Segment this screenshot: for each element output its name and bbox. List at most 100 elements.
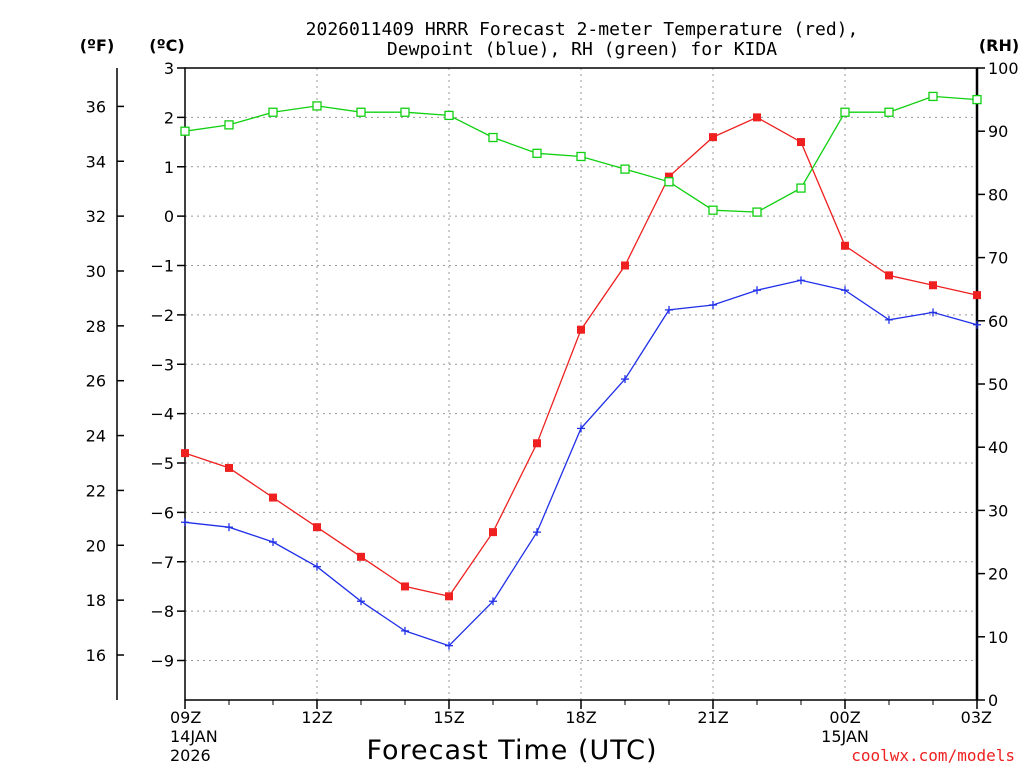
data-point (664, 177, 674, 187)
data-point (797, 138, 805, 147)
data-point (533, 528, 541, 537)
x-tick-date-label: 15JAN (821, 727, 869, 746)
data-point (269, 493, 277, 502)
data-point (709, 301, 717, 309)
celsius-tick-label: 3 (164, 59, 174, 78)
rh-tick-label: 70 (988, 249, 1008, 268)
data-point (665, 305, 673, 314)
data-point (753, 113, 761, 122)
data-point (885, 315, 893, 324)
fahrenheit-tick-label: 20 (86, 536, 106, 555)
data-point (577, 424, 585, 433)
celsius-tick-label: −8 (150, 602, 174, 621)
data-point (840, 107, 850, 117)
series-relative-humidity (180, 91, 982, 217)
data-point (400, 107, 410, 117)
data-point (753, 286, 761, 295)
x-axis-title: Forecast Time (UTC) (366, 735, 657, 766)
data-point (356, 107, 366, 117)
series-temperature (181, 113, 981, 601)
data-point (973, 320, 981, 329)
data-point (489, 597, 497, 606)
rh-tick-label: 90 (988, 122, 1008, 141)
data-point (841, 286, 849, 295)
fahrenheit-tick-label: 24 (86, 427, 106, 446)
rh-tick-label: 30 (988, 501, 1008, 520)
fahrenheit-tick-label: 36 (86, 97, 106, 116)
data-point (268, 107, 278, 117)
data-point (665, 172, 673, 181)
data-point (972, 94, 982, 105)
chart-title-line1: 2026011409 HRRR Forecast 2-meter Tempera… (306, 19, 859, 40)
celsius-tick-label: −9 (150, 652, 174, 671)
data-point (621, 375, 629, 384)
data-point (929, 281, 937, 290)
data-point (752, 207, 762, 217)
data-point (532, 148, 542, 158)
rh-tick-label: 20 (988, 565, 1008, 584)
x-tick-label: 18Z (565, 708, 596, 727)
data-point (269, 538, 277, 546)
fahrenheit-tick-label: 32 (86, 207, 106, 226)
celsius-tick-label: 1 (164, 158, 174, 177)
data-point (357, 552, 365, 561)
data-point (928, 91, 938, 102)
data-point (401, 582, 409, 591)
celsius-tick-label: −5 (150, 454, 174, 473)
grid-lines (185, 68, 977, 700)
fahrenheit-tick-label: 22 (86, 481, 106, 500)
x-tick-year-label: 2026 (170, 746, 211, 765)
celsius-tick-label: 2 (164, 108, 174, 127)
rh-tick-label: 60 (988, 312, 1008, 331)
axes (116, 67, 979, 701)
data-point (445, 592, 453, 601)
data-point (709, 133, 717, 142)
data-point (445, 641, 453, 650)
celsius-tick-label: −2 (150, 306, 174, 325)
series-dewpoint (181, 276, 981, 650)
x-tick-label: 03Z (961, 708, 992, 727)
plot-frame (184, 67, 978, 701)
data-point (841, 241, 849, 250)
x-tick-label: 15Z (433, 708, 464, 727)
data-point (885, 271, 893, 280)
fahrenheit-unit-label: (ºF) (80, 36, 115, 55)
data-point (401, 626, 409, 635)
celsius-tick-label: −6 (150, 503, 174, 522)
data-point (357, 597, 365, 606)
data-point (312, 101, 322, 111)
fahrenheit-tick-label: 26 (86, 372, 106, 391)
data-point (576, 151, 586, 162)
data-point (533, 439, 541, 448)
data-point (224, 120, 234, 130)
tick-labels: 3210−1−2−3−4−5−6−7−8−9363432302826242220… (86, 59, 1019, 765)
rh-tick-label: 50 (988, 375, 1008, 394)
data-point (708, 205, 718, 215)
rh-tick-label: 40 (988, 438, 1008, 457)
fahrenheit-tick-label: 34 (86, 152, 106, 171)
data-point (181, 449, 189, 458)
data-point (929, 308, 937, 317)
x-tick-date-label: 14JAN (170, 727, 218, 746)
data-point (797, 276, 805, 285)
rh-tick-label: 10 (988, 628, 1008, 647)
source-credit: coolwx.com/models (851, 746, 1015, 765)
data-point (489, 528, 497, 537)
data-point (620, 164, 630, 174)
celsius-tick-label: −1 (150, 257, 174, 276)
chart-title-line2: Dewpoint (blue), RH (green) for KIDA (387, 39, 777, 60)
celsius-tick-label: −3 (150, 355, 174, 374)
data-point (225, 523, 233, 532)
fahrenheit-tick-label: 16 (86, 646, 106, 665)
rh-tick-label: 0 (988, 691, 998, 710)
data-point (884, 107, 894, 117)
data-point (577, 325, 585, 334)
data-point (796, 183, 806, 193)
celsius-unit-label: (ºC) (149, 36, 184, 55)
celsius-tick-label: −7 (150, 553, 174, 572)
rh-unit-label: (RH) (979, 36, 1019, 55)
rh-tick-label: 100 (988, 59, 1019, 78)
fahrenheit-tick-label: 28 (86, 317, 106, 336)
data-point (180, 126, 190, 136)
